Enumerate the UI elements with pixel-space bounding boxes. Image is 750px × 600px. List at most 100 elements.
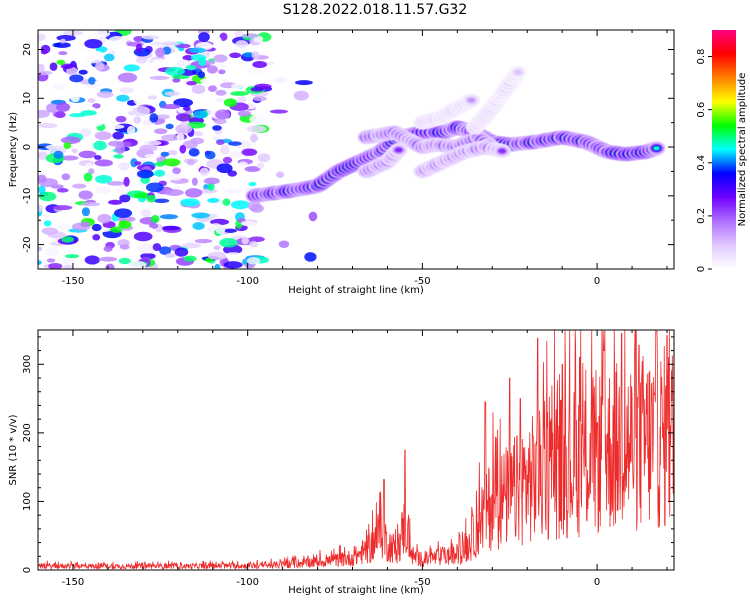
heatmap-noise-blob xyxy=(186,159,196,166)
colorbar-tick-label: 0.4 xyxy=(696,155,707,171)
snr-series-line xyxy=(38,330,674,570)
heatmap-noise-blob xyxy=(105,263,115,269)
heatmap-noise-blob xyxy=(264,61,275,66)
heatmap-noise-blob xyxy=(70,95,80,103)
heatmap-noise-blob xyxy=(191,84,206,94)
heatmap-noise-blob xyxy=(216,163,233,174)
heatmap-noise-blob xyxy=(38,260,42,265)
heatmap-noise-blob xyxy=(222,156,233,164)
heatmap-noise-blob xyxy=(152,243,162,252)
heatmap-noise-blob xyxy=(161,41,181,46)
heatmap-noise-blob xyxy=(84,255,100,265)
heatmap-noise-blob xyxy=(223,98,238,107)
heatmap-ytick-label: -20 xyxy=(22,236,33,252)
heatmap-noise-blob xyxy=(176,59,191,68)
heatmap-frame xyxy=(37,29,675,270)
heatmap-noise-blob xyxy=(179,144,187,154)
heatmap-noise-blob xyxy=(109,226,123,233)
heatmap-noise-blob xyxy=(155,47,166,58)
heatmap-noise-blob xyxy=(38,70,53,76)
heatmap-xtick-label: -50 xyxy=(414,276,430,287)
heatmap-noise-blob xyxy=(165,66,185,76)
heatmap-noise-blob xyxy=(172,167,181,175)
heatmap-noise-blob xyxy=(250,87,264,92)
heatmap-noise-blob xyxy=(186,81,197,86)
heatmap-noise-blob xyxy=(172,77,181,83)
heatmap-noise-blob xyxy=(251,51,260,60)
heatmap-noise-blob xyxy=(173,98,194,108)
heatmap-noise-blob xyxy=(206,65,218,74)
heatmap-noise-blob xyxy=(87,98,96,103)
heatmap-noise-blob xyxy=(313,91,326,96)
heatmap-noise-blob xyxy=(41,227,58,235)
heatmap-noise-blob xyxy=(184,188,203,198)
heatmap-noise-blob xyxy=(41,236,50,244)
heatmap-noise-blob xyxy=(238,161,249,169)
heatmap-noise-blob xyxy=(182,55,194,61)
heatmap-noise-blob xyxy=(61,173,71,181)
heatmap-ytick-label: -10 xyxy=(22,188,33,204)
heatmap-noise-blob xyxy=(213,245,221,251)
colorbar-tick-label: 0.2 xyxy=(696,208,707,224)
heatmap-noise-blob xyxy=(133,226,153,231)
heatmap-noise-blob xyxy=(223,228,238,233)
heatmap-noise-blob xyxy=(96,91,114,99)
heatmap-noise-blob xyxy=(116,184,131,195)
heatmap-noise-blob xyxy=(149,67,158,76)
snr-frame xyxy=(37,329,675,571)
snr-xtick-label: 0 xyxy=(594,577,600,588)
heatmap-ridge-blob xyxy=(514,70,522,75)
heatmap-noise-blob xyxy=(252,45,273,51)
heatmap-noise-blob xyxy=(58,51,68,56)
heatmap-noise-blob xyxy=(38,204,44,213)
heatmap-noise-blob xyxy=(171,74,190,80)
heatmap-noise-blob xyxy=(230,200,250,210)
heatmap-noise-blob xyxy=(212,136,219,141)
heatmap-noise-blob xyxy=(152,58,167,66)
heatmap-noise-blob xyxy=(159,246,172,255)
heatmap-noise-blob xyxy=(126,125,136,136)
heatmap-noise-blob xyxy=(38,185,46,195)
snr-ytick-label: 0 xyxy=(22,567,33,573)
heatmap-noise-blob xyxy=(123,64,140,72)
heatmap-noise-blob xyxy=(84,162,94,168)
heatmap-noise-blob xyxy=(225,252,242,258)
heatmap-xtick-label: -150 xyxy=(62,276,85,287)
heatmap-noise-blob xyxy=(92,233,101,241)
heatmap-noise-blob xyxy=(241,236,250,245)
heatmap-noise-blob xyxy=(133,36,145,42)
heatmap-noise-blob xyxy=(79,128,92,137)
snr-ytick-label: 300 xyxy=(22,355,33,374)
heatmap-noise-blob xyxy=(84,39,103,49)
heatmap-noise-blob xyxy=(119,194,131,203)
heatmap-noise-blob xyxy=(119,244,130,250)
heatmap-noise-blob xyxy=(142,128,153,135)
heatmap-noise-blob xyxy=(176,133,185,142)
heatmap-noise-blob xyxy=(38,109,50,118)
heatmap-noise-blob xyxy=(78,150,97,159)
heatmap-noise-blob xyxy=(164,91,181,96)
heatmap-noise-blob xyxy=(56,59,66,66)
heatmap-noise-blob xyxy=(190,137,205,145)
heatmap-noise-blob xyxy=(59,38,67,44)
heatmap-noise-blob xyxy=(167,149,178,156)
colorbar-tick-label: 0 xyxy=(696,266,707,272)
heatmap-noise-blob xyxy=(145,182,164,193)
heatmap-noise-blob xyxy=(144,140,162,146)
heatmap-noise-blob xyxy=(235,40,249,49)
heatmap-noise-blob xyxy=(123,201,136,208)
heatmap-noise-blob xyxy=(91,223,102,232)
heatmap-noise-blob xyxy=(160,103,181,110)
heatmap-noise-blob xyxy=(191,212,210,219)
heatmap-noise-blob xyxy=(85,83,101,88)
heatmap-noise-blob xyxy=(95,174,113,184)
heatmap-noise-blob xyxy=(244,166,261,172)
heatmap-noise-blob xyxy=(94,159,113,167)
heatmap-noise-blob xyxy=(174,247,189,257)
heatmap-ytick-label: 0 xyxy=(22,144,33,150)
heatmap-noise-blob xyxy=(224,188,243,194)
snr-xtick-label: -150 xyxy=(62,577,85,588)
heatmap-noise-blob xyxy=(250,133,258,143)
heatmap-noise-blob xyxy=(213,118,227,125)
heatmap-noise-blob xyxy=(165,123,174,130)
